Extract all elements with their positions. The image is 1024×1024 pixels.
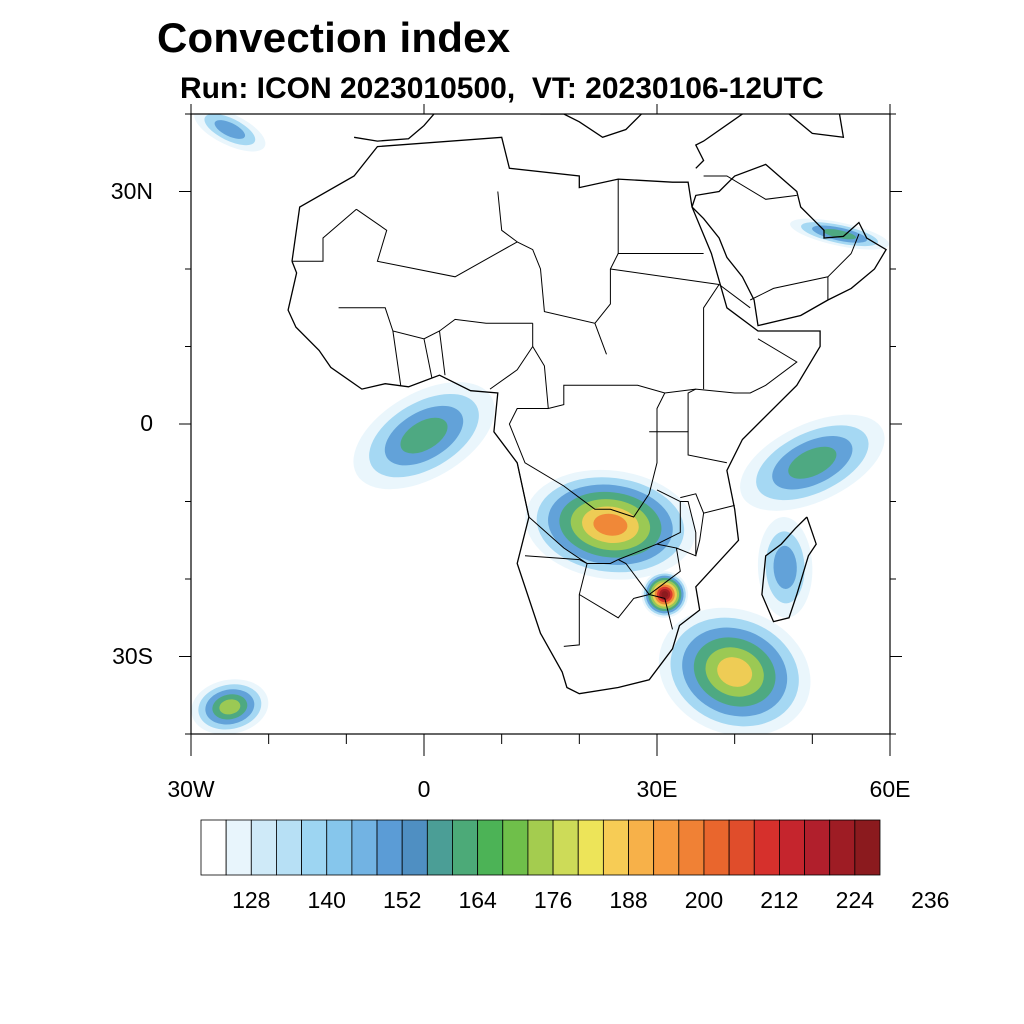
colorbar-box <box>602 819 629 876</box>
convection-region <box>658 607 811 734</box>
colorbar-box <box>477 819 504 876</box>
country-border <box>703 175 797 200</box>
colorbar-tick-label: 152 <box>382 887 422 913</box>
figure-subtitle: Run: ICON 2023010500, VT: 20230106-12UTC <box>180 72 824 105</box>
lon-label: 30E <box>636 776 678 802</box>
country-border <box>356 208 607 355</box>
country-border <box>718 284 751 309</box>
colorbar-box <box>452 819 479 876</box>
coastline-madagascar <box>761 516 817 623</box>
lat-label: 30S <box>112 642 153 669</box>
colorbar-box <box>225 819 252 876</box>
colorbar-box <box>653 819 680 876</box>
colorbar-box <box>753 819 780 876</box>
colorbar-tick-label: 224 <box>835 887 875 913</box>
country-border <box>649 431 727 464</box>
colorbar-tick-label: 140 <box>307 887 346 913</box>
colorbar-tick-label: 188 <box>609 887 648 913</box>
country-border <box>516 462 681 564</box>
country-border <box>676 501 697 557</box>
country-border <box>524 555 588 647</box>
colorbar-tick-label: 200 <box>684 887 724 913</box>
colorbar-box <box>804 819 831 876</box>
lat-label: 0 <box>140 410 153 436</box>
colorbar-box <box>854 819 881 876</box>
figure-title: Convection index <box>157 14 511 61</box>
country-border <box>800 276 829 316</box>
colorbar-tick-label: 164 <box>458 887 497 913</box>
colorbar-box <box>401 819 428 876</box>
colorbar-box <box>703 819 730 876</box>
lon-label: 60E <box>869 776 911 802</box>
convection-contour <box>661 591 669 598</box>
colorbar-tick-label: 212 <box>760 887 799 913</box>
convection-region <box>194 114 266 152</box>
convection-region <box>353 382 495 490</box>
colorbar-box <box>728 819 755 876</box>
colorbar-box <box>250 819 277 876</box>
convection-contour <box>593 513 628 536</box>
country-border <box>680 493 705 514</box>
country-border <box>850 233 860 254</box>
colorbar-box <box>628 819 655 876</box>
country-border <box>594 253 619 324</box>
country-border <box>687 338 798 432</box>
coastline-arabia <box>691 163 887 327</box>
convection-region <box>641 571 689 618</box>
colorbar-box <box>200 819 227 876</box>
convection-region <box>757 517 813 618</box>
country-border <box>439 330 446 376</box>
convection-contour <box>773 545 797 589</box>
convection-region <box>790 218 889 250</box>
coastline-layer <box>287 114 887 695</box>
country-border <box>489 323 534 390</box>
convection-contour <box>823 228 856 240</box>
coastline-caspian <box>788 114 845 139</box>
convection-region <box>191 679 269 734</box>
colorbar-box <box>502 819 529 876</box>
country-border <box>292 208 357 262</box>
country-border <box>617 543 681 596</box>
colorbar-box <box>527 819 554 876</box>
convection-contour <box>400 417 448 454</box>
colorbar-tick-label: 236 <box>911 887 950 913</box>
colorbar-box <box>552 819 579 876</box>
colorbar-tick-label: 128 <box>232 887 271 913</box>
country-border <box>392 330 402 386</box>
colorbar-box <box>326 819 353 876</box>
lat-label: 30N <box>110 177 153 204</box>
colorbar-box <box>829 819 856 876</box>
colorbar-box <box>577 819 604 876</box>
country-border <box>695 504 735 556</box>
colorbar-box <box>376 819 403 876</box>
colorbar-tick-label: 176 <box>533 887 573 913</box>
convection-contour <box>214 120 246 139</box>
colorbar-box <box>426 819 453 876</box>
country-border <box>749 253 852 301</box>
coastline-europe_s <box>353 114 744 169</box>
country-border <box>423 338 433 378</box>
lon-label: 30W <box>167 776 215 802</box>
convection-region <box>740 414 885 511</box>
coastline-africa <box>287 136 821 695</box>
colorbar-box <box>276 819 302 876</box>
map-frame <box>190 113 891 735</box>
country-border <box>532 346 696 410</box>
convection-contour <box>219 699 241 715</box>
country-border <box>579 593 673 630</box>
colorbar-box <box>779 819 805 876</box>
country-border <box>497 191 518 243</box>
convection-contour <box>788 446 837 479</box>
country-border <box>610 268 720 285</box>
country-border <box>703 284 720 390</box>
convection-contour <box>717 657 753 687</box>
lon-label: 0 <box>417 776 431 802</box>
colorbar-box <box>351 819 378 876</box>
axis-ticks <box>179 104 902 756</box>
colorbar-box <box>678 819 705 876</box>
colorbar-box <box>301 819 328 876</box>
